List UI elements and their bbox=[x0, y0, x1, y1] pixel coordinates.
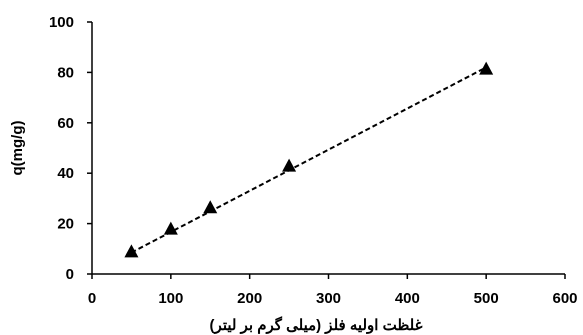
x-tick-label: 300 bbox=[316, 290, 341, 307]
y-tick-label: 0 bbox=[66, 266, 74, 283]
x-axis-ticks: 0 100 200 300 400 500 600 bbox=[88, 274, 578, 307]
x-axis-title: غلظت اولیه فلز (میلی گرم بر لیتر) bbox=[210, 316, 423, 334]
x-tick-label: 500 bbox=[474, 290, 499, 307]
trendline bbox=[130, 66, 487, 254]
y-axis-title: q(mg/g) bbox=[9, 121, 26, 176]
y-tick-label: 80 bbox=[57, 64, 74, 81]
y-tick-label: 60 bbox=[57, 115, 74, 132]
x-tick-label: 400 bbox=[395, 290, 420, 307]
y-tick-label: 20 bbox=[57, 216, 74, 233]
data-point-marker bbox=[163, 221, 178, 235]
data-points bbox=[124, 61, 494, 258]
y-tick-label: 40 bbox=[57, 165, 74, 182]
x-tick-label: 600 bbox=[552, 290, 577, 307]
y-axis: 0 20 40 60 80 100 bbox=[49, 14, 93, 283]
data-point-marker bbox=[124, 244, 139, 258]
x-tick-label: 0 bbox=[88, 290, 96, 307]
y-tick-label: 100 bbox=[49, 14, 74, 31]
y-axis-ticks: 0 20 40 60 80 100 bbox=[49, 14, 92, 283]
data-point-marker bbox=[282, 158, 297, 172]
data-point-marker bbox=[203, 200, 218, 214]
x-tick-label: 100 bbox=[158, 290, 183, 307]
x-tick-label: 200 bbox=[237, 290, 262, 307]
trendline-group bbox=[130, 66, 487, 254]
x-axis: 0 100 200 300 400 500 600 bbox=[88, 273, 578, 307]
data-point-marker bbox=[479, 61, 494, 75]
